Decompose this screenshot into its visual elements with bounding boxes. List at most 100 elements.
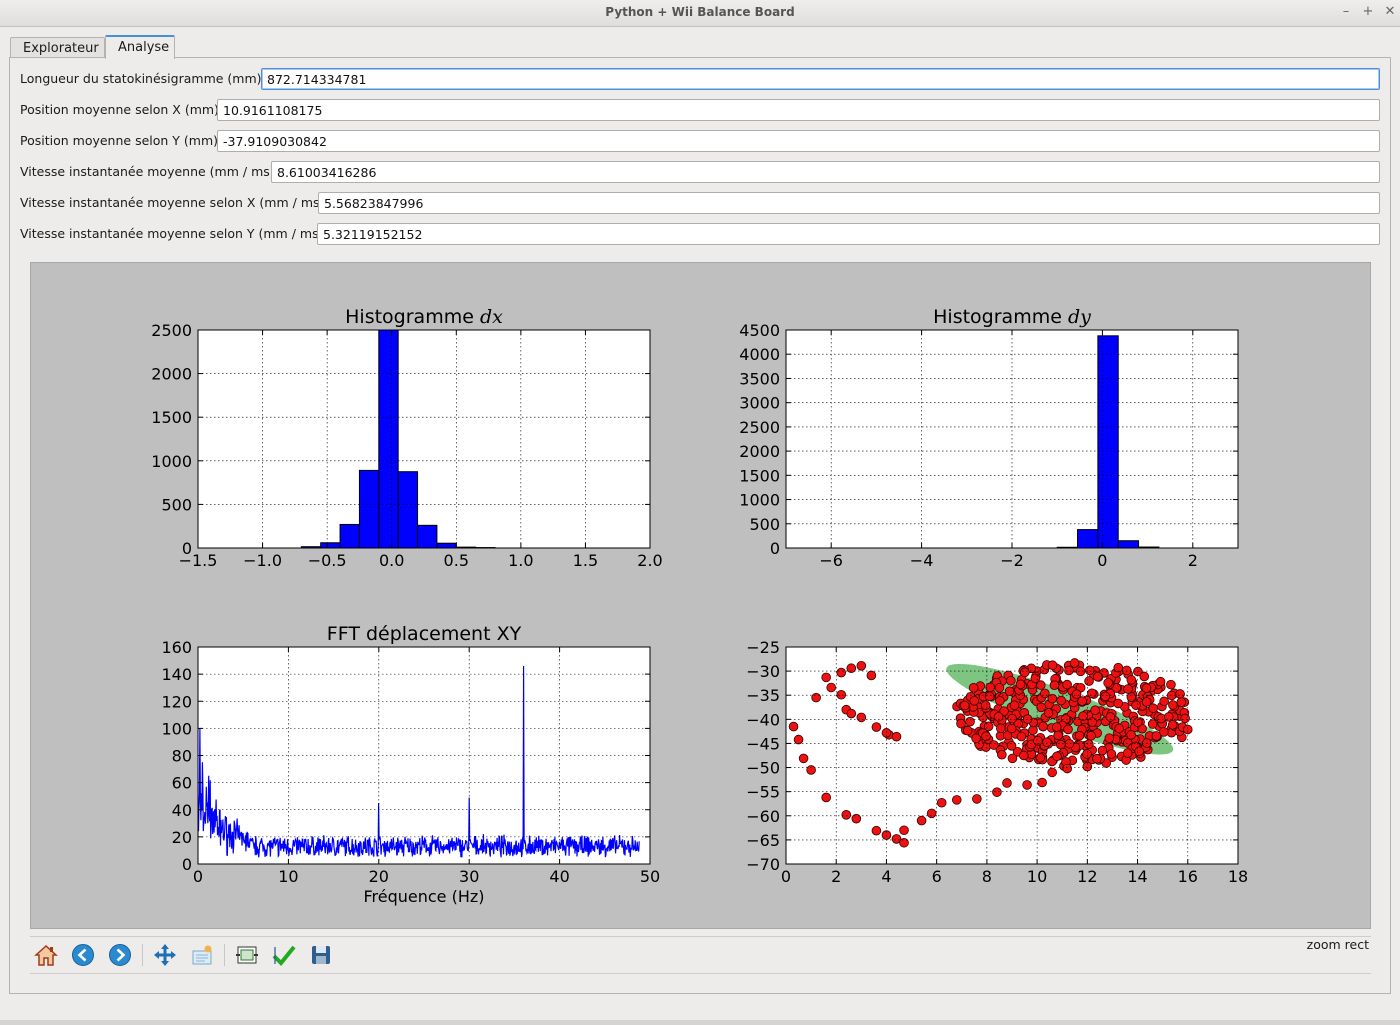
axes-4: 0 2 4 6 8 10 12 14 16 18 −25 −30 −35 −40 −45 −50 −55 −60 −… — [746, 638, 1248, 886]
scatter-point — [806, 765, 816, 775]
mean-x-field[interactable] — [217, 99, 1380, 121]
forward-icon[interactable] — [107, 942, 133, 968]
scatter-point — [1113, 662, 1124, 673]
matplotlib-figure[interactable]: −1.5 −1.0 −0.5 0.0 0.5 1.0 1.5 2.0 0 500 1000 1500 2… — [30, 262, 1371, 929]
scatter-point — [1071, 689, 1082, 700]
scatter-point — [1004, 686, 1015, 697]
pan-icon[interactable] — [152, 942, 178, 968]
y-tick-label: 60 — [172, 774, 192, 793]
axes-2: −6 −4 −2 0 2 0 500 1000 1500 2000 2500 3000 3500 4000… — [739, 306, 1239, 570]
x-tick-label: 8 — [982, 867, 992, 886]
y-tick-label: 120 — [161, 692, 192, 711]
scatter-point — [1035, 752, 1046, 763]
y-tick-label: 80 — [172, 747, 192, 766]
scatter-point — [962, 725, 973, 736]
scatter-point — [1114, 723, 1124, 734]
histogram-bar — [320, 542, 341, 548]
y-tick-label: 2500 — [151, 321, 192, 340]
y-tick-label: 1000 — [151, 452, 192, 471]
y-tick-label: −55 — [746, 783, 780, 802]
scatter-point — [841, 810, 852, 820]
scatter-point — [1103, 678, 1113, 688]
scatter-point — [826, 682, 836, 693]
scatter-point — [1113, 698, 1123, 709]
scatter-point — [821, 792, 831, 803]
plot-area — [198, 330, 650, 548]
scatter-point — [1100, 691, 1111, 702]
scatter-point — [1133, 666, 1143, 677]
x-tick-label: 30 — [459, 867, 479, 886]
subplots-icon[interactable] — [234, 942, 260, 968]
scatter-point — [1047, 767, 1057, 778]
back-icon[interactable] — [70, 942, 96, 968]
figure-canvas[interactable]: −1.5 −1.0 −0.5 0.0 0.5 1.0 1.5 2.00500100015002… — [31, 263, 1372, 930]
speed-field[interactable] — [271, 161, 1380, 183]
length-field[interactable] — [261, 68, 1380, 90]
scatter-point — [1002, 778, 1012, 788]
scatter-point — [926, 808, 937, 819]
histogram-bar — [358, 469, 380, 548]
y-tick-label: 0 — [182, 539, 192, 558]
maximize-icon[interactable]: + — [1362, 4, 1374, 19]
toolbar-separator — [142, 944, 143, 966]
y-tick-label: 1500 — [151, 408, 192, 427]
scatter-point — [1051, 722, 1062, 732]
x-tick-label: 50 — [640, 867, 660, 886]
scatter-point — [1007, 753, 1018, 764]
home-icon[interactable] — [33, 942, 59, 968]
scatter-point — [1166, 679, 1176, 690]
scatter-point — [1123, 684, 1133, 694]
y-tick-label: −50 — [746, 759, 780, 778]
customize-icon[interactable] — [271, 942, 297, 968]
scatter-point — [1064, 738, 1075, 749]
x-tick-label: 20 — [369, 867, 389, 886]
y-tick-label: −25 — [746, 638, 780, 657]
scatter-point — [1062, 763, 1073, 774]
scatter-point — [956, 718, 966, 729]
y-tick-label: 2000 — [739, 442, 780, 461]
speed-y-field[interactable] — [317, 223, 1380, 245]
axes-frame — [785, 646, 1239, 865]
scatter-point — [1052, 751, 1062, 762]
scatter-point — [871, 722, 882, 732]
x-tick-label: 0 — [781, 867, 791, 886]
x-tick-label: 0 — [1097, 551, 1107, 570]
y-tick-label: 40 — [172, 801, 192, 820]
scatter-point — [1141, 683, 1152, 693]
y-tick-label: −70 — [746, 855, 780, 874]
scatter-point — [1036, 702, 1046, 713]
speed-x-field[interactable] — [318, 192, 1380, 214]
y-tick-label: −30 — [746, 662, 780, 681]
histogram-bar — [1097, 335, 1119, 548]
scatter-point — [997, 749, 1007, 760]
x-tick-label: −2 — [1000, 551, 1024, 570]
histogram-bar — [378, 330, 399, 548]
tab-analyse[interactable]: Analyse — [105, 35, 175, 59]
x-tick-label: −1.5 — [179, 551, 218, 570]
scatter-point — [1015, 679, 1026, 690]
scatter-point — [1069, 658, 1080, 668]
save-icon[interactable] — [308, 942, 334, 968]
y-tick-label: 100 — [161, 719, 192, 738]
zoom-icon[interactable] — [189, 942, 215, 968]
title-bar: Python + Wii Balance Board – + ✕ — [0, 0, 1400, 27]
scatter-point — [1159, 696, 1169, 707]
close-icon[interactable]: ✕ — [1384, 4, 1396, 19]
scatter-point — [871, 825, 882, 836]
axes-1: −1.5 −1.0 −0.5 0.0 0.5 1.0 1.5 2.0 0 500 1000 1500 2… — [151, 306, 662, 570]
window-title: Python + Wii Balance Board — [605, 5, 795, 19]
scatter-point — [851, 813, 862, 824]
scatter-point — [1104, 733, 1115, 743]
scatter-point — [1016, 731, 1027, 742]
window-bottom-border — [0, 1020, 1400, 1025]
minimize-icon[interactable]: – — [1342, 4, 1350, 19]
x-tick-label: 40 — [549, 867, 569, 886]
tab-explorateur[interactable]: Explorateur — [10, 37, 105, 58]
scatter-point — [1007, 713, 1017, 724]
scatter-point — [1087, 688, 1097, 699]
scatter-point — [856, 712, 867, 723]
mean-y-field[interactable] — [217, 130, 1380, 152]
scatter-point — [1087, 717, 1098, 727]
y-tick-label: 500 — [161, 495, 192, 514]
histogram-bar — [417, 524, 438, 548]
